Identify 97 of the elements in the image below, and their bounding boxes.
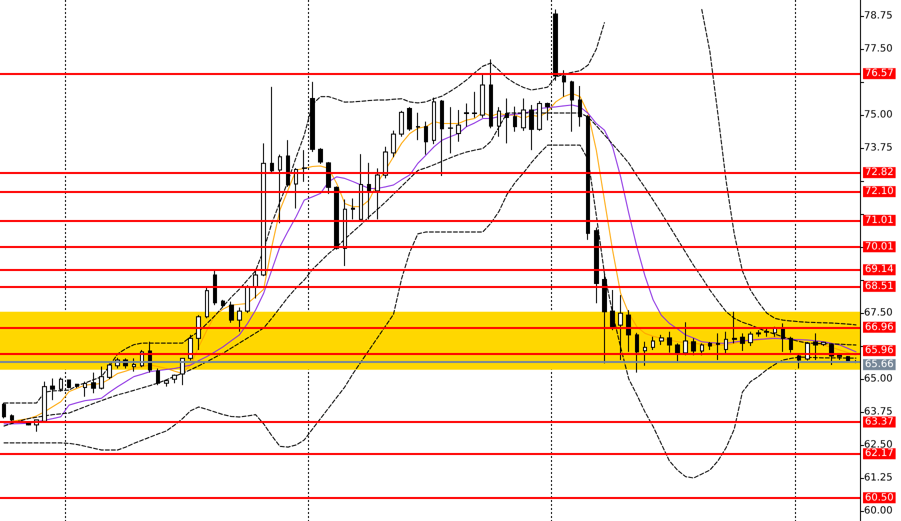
candlestick [724,331,728,354]
candlestick [205,286,209,319]
candlestick [164,379,169,388]
candlestick [407,106,412,132]
candlestick [172,374,177,384]
candlestick [367,162,371,220]
ref-line-label: 62.17 [865,448,894,460]
candlestick [821,341,826,347]
ref-line-label: 76.57 [865,68,894,80]
y-tick-label: 60.00 [864,505,893,516]
y-tick-label: 75.00 [864,110,893,121]
ref-line-label: 60.50 [865,492,894,504]
candlestick [91,372,96,394]
candlestick [813,332,818,360]
candlestick [489,58,493,129]
candlestick [789,336,793,354]
candlestick [286,140,290,188]
y-tick-label: 78.75 [864,10,893,22]
candlestick [635,332,639,374]
candlestick [229,301,234,324]
y-tick-label: 67.50 [864,308,893,319]
candlestick [416,112,420,141]
candlestick [399,110,404,138]
candlestick [562,70,566,98]
candlestick [643,341,647,366]
candlestick [659,334,664,346]
ref-line-label: 65.96 [865,345,894,356]
candlestick [610,290,615,331]
candlestick [456,110,461,142]
candlestick [756,330,761,338]
candlestick [708,342,712,350]
candlestick [740,332,745,352]
candlestick [156,368,160,386]
candlestick [278,154,282,224]
candlestick [213,270,217,306]
candlestick [253,270,258,300]
candlestick [261,142,266,277]
ref-line-label: 66.96 [865,322,894,333]
y-tick-label: 73.75 [864,142,893,154]
candlestick [343,199,347,267]
y-tick-label: 77.50 [864,44,893,55]
candlestick [618,294,623,360]
candlestick [480,74,485,118]
candlestick [196,314,201,350]
candlestick [732,311,737,344]
candlestick [10,414,14,422]
candlestick [651,336,655,350]
ref-line-label: 63.37 [865,416,894,428]
candlestick [221,299,225,308]
candlestick [675,342,680,362]
candlestick [472,91,477,118]
candlestick [691,338,696,356]
candlestick [383,146,388,179]
candlestick [75,383,79,388]
candlestick [188,334,193,362]
candlestick [700,342,704,356]
candlestick [391,130,396,158]
candlestick [132,358,136,372]
candlestick [667,331,672,354]
candlestick [50,378,55,401]
candlestick [764,328,769,338]
candlestick [683,322,688,356]
candlestick [464,102,469,128]
candlestick [748,331,753,347]
candlestick [602,272,607,364]
candlestick [99,366,104,390]
y-tick-label: 61.25 [864,472,893,484]
ref-line-label: 68.51 [865,280,894,292]
candlestick [318,148,323,164]
candlestick [245,284,250,314]
candlestick [716,332,720,360]
candlestick [326,162,331,194]
y-tick-label: 65.00 [864,374,893,385]
candlestick [781,322,785,352]
candlestick [626,310,631,352]
ref-line-label: 72.82 [865,167,894,178]
candlestick [424,121,428,156]
candlestick [594,227,599,304]
candlestick [448,106,453,154]
y-tick-label: 63.75 [864,406,893,418]
candlestick [837,352,842,360]
candlestick [432,97,436,145]
candlestick [375,168,380,220]
candlestick [797,352,801,369]
candlestick [294,168,298,210]
ref-line-label: 71.01 [865,214,894,226]
candlestick [359,154,363,220]
candlestick [59,377,63,392]
candlestick [270,86,274,174]
ref-line-label: 72.10 [865,186,894,198]
ref-line-label: 65.66 [865,359,894,370]
candlestick [237,306,242,332]
candlestick [351,198,355,220]
ref-line-label: 69.14 [865,264,894,276]
candlestick [107,362,112,380]
candlestick [83,381,87,398]
ref-line-label: 70.01 [865,241,894,252]
